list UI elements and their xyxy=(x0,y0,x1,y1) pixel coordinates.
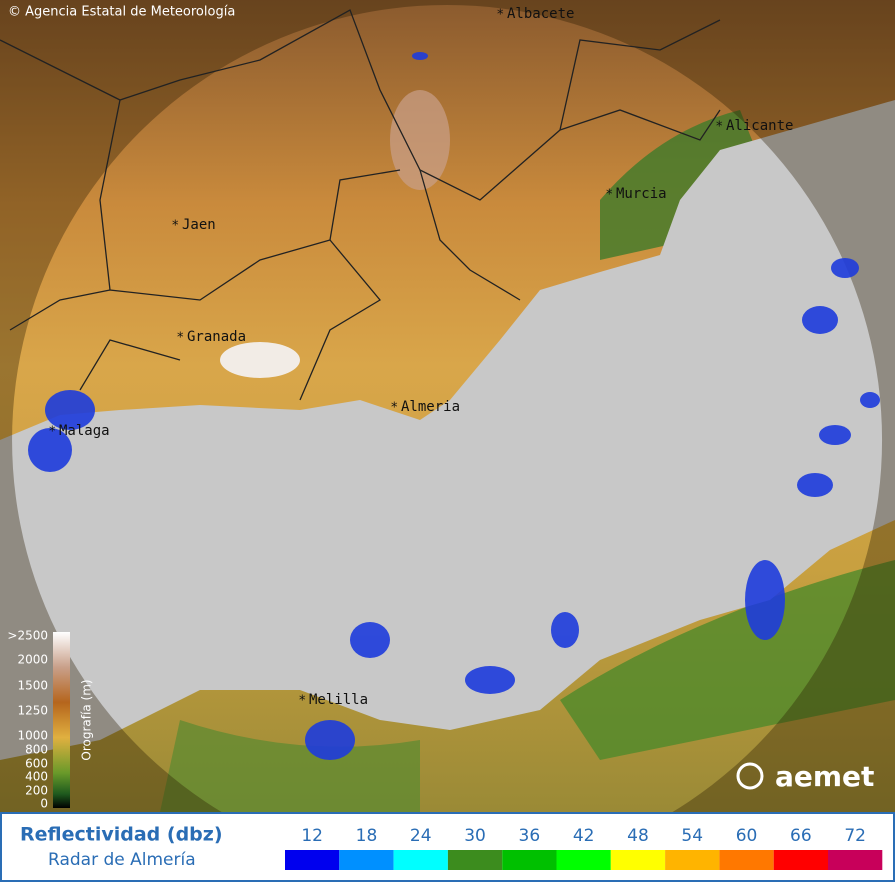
city-label: Almeria xyxy=(401,399,460,415)
legend-value: 42 xyxy=(573,826,595,846)
lowland-green xyxy=(600,110,760,260)
orography-tick: 200 xyxy=(25,784,48,798)
city-marker: * xyxy=(391,401,398,416)
snow-peaks xyxy=(220,342,300,378)
city-marker: * xyxy=(497,8,504,23)
legend-swatch xyxy=(285,850,340,870)
city-marker: * xyxy=(606,188,613,203)
legend-swatch xyxy=(393,850,448,870)
lowland-green xyxy=(160,720,420,812)
legend-value: 24 xyxy=(410,826,432,846)
orography-tick: 1250 xyxy=(17,704,48,718)
orography-label: Orografía (m) xyxy=(80,679,94,760)
radar-echoes xyxy=(28,52,880,760)
city-label: Murcia xyxy=(616,186,667,202)
legend-swatch xyxy=(447,850,503,870)
outside-radar-range xyxy=(0,0,895,812)
reflectivity-legend: Reflectividad (dbz) Radar de Almería 12 1… xyxy=(0,812,895,882)
legend-swatch xyxy=(339,850,394,870)
city-marker: * xyxy=(177,331,184,346)
city-label: Melilla xyxy=(309,692,368,708)
logo-icon xyxy=(736,762,764,790)
cities: * Albacete* Alicante* Murcia* Jaen* Granada* A… xyxy=(49,6,793,709)
legend-swatch xyxy=(828,850,883,870)
legend-swatch xyxy=(556,850,611,870)
orography-tick: 1000 xyxy=(17,729,48,743)
legend-swatch xyxy=(610,850,666,870)
legend-title: Reflectividad (dbz) xyxy=(20,824,223,846)
legend-swatch xyxy=(719,850,774,870)
province-borders xyxy=(0,9,721,401)
sea xyxy=(0,100,895,760)
legend-value: 12 xyxy=(301,826,323,846)
orography-tick: 600 xyxy=(25,757,48,771)
legend-subtitle: Radar de Almería xyxy=(48,850,196,870)
legend-value: 66 xyxy=(790,826,812,846)
legend-value: 54 xyxy=(681,826,703,846)
city-label: Malaga xyxy=(59,423,110,439)
orography-tick: >2500 xyxy=(7,629,48,643)
orography-scale xyxy=(53,632,70,808)
legend-svg: Reflectividad (dbz) Radar de Almería 12 1… xyxy=(20,824,883,870)
legend-value: 72 xyxy=(844,826,866,846)
city-label: Granada xyxy=(187,329,246,345)
highlands xyxy=(390,90,450,190)
city-label: Alicante xyxy=(726,118,793,134)
legend-value: 18 xyxy=(356,826,378,846)
city-marker: * xyxy=(716,120,723,135)
orography-tick: 400 xyxy=(25,770,48,784)
orography-tick: 800 xyxy=(25,743,48,757)
legend-swatch xyxy=(773,850,828,870)
legend-value: 60 xyxy=(736,826,758,846)
city-label: Jaen xyxy=(182,217,216,233)
city-label: Albacete xyxy=(507,6,574,22)
orography-tick: 2000 xyxy=(17,653,48,667)
credit: © Agencia Estatal de Meteorología xyxy=(8,5,235,20)
city-marker: * xyxy=(299,694,306,709)
radar-map: Orografía (m) >2500 2000 1500 1250 100080060… xyxy=(0,0,895,812)
legend-swatch xyxy=(665,850,720,870)
city-marker: * xyxy=(49,425,56,440)
legend-swatches: 12 18 24 30 36 42 48 54 60 66 72 xyxy=(285,826,883,870)
legend-value: 36 xyxy=(519,826,541,846)
orography-tick: 0 xyxy=(40,797,48,811)
orography-tick: 1500 xyxy=(17,679,48,693)
legend-swatch xyxy=(502,850,557,870)
legend-value: 48 xyxy=(627,826,649,846)
lowland-green xyxy=(560,560,895,760)
logo: aemet xyxy=(775,760,874,793)
legend-value: 30 xyxy=(464,826,486,846)
city-marker: * xyxy=(172,219,179,234)
